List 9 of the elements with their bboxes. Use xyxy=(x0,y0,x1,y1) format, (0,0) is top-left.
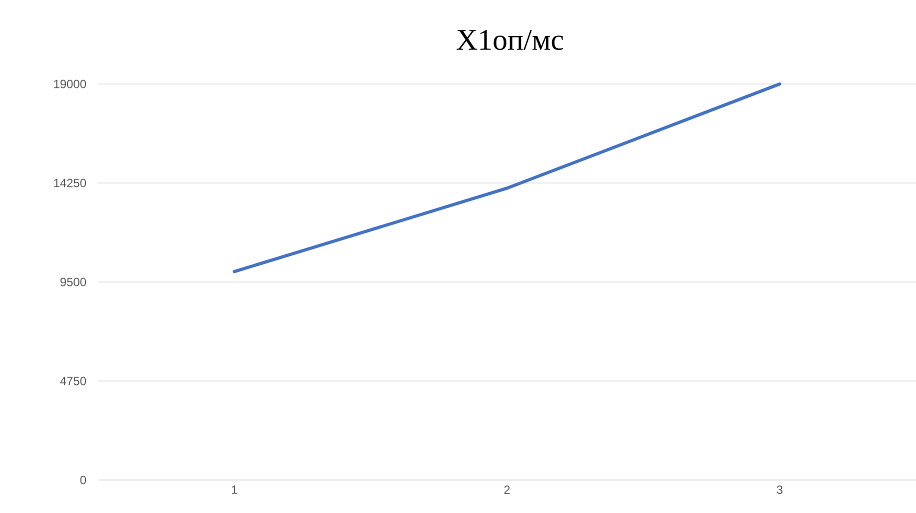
x-tick-label: 1 xyxy=(232,486,238,494)
chart-title: X1оп/мс xyxy=(456,30,564,50)
x-tick-label: 3 xyxy=(776,486,782,494)
y-tick-label: 14250 xyxy=(54,178,86,188)
y-tick-label: 4750 xyxy=(60,376,86,386)
y-tick-label: 0 xyxy=(80,476,86,484)
y-tick-label: 19000 xyxy=(54,80,86,88)
y-tick-label: 9500 xyxy=(60,278,86,286)
x-tick-label: 2 xyxy=(504,486,510,494)
